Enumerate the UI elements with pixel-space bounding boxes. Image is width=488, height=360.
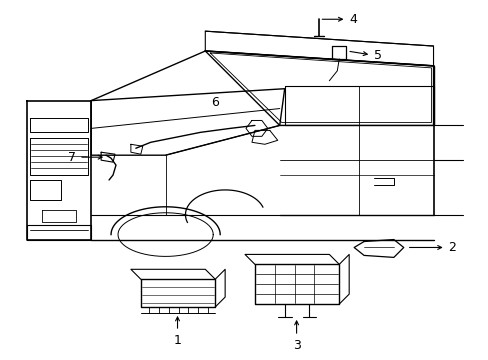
Text: 2: 2 xyxy=(408,241,455,254)
Text: 4: 4 xyxy=(322,13,356,26)
Text: 5: 5 xyxy=(349,49,381,63)
Text: 1: 1 xyxy=(173,317,181,347)
Text: 6: 6 xyxy=(211,95,219,109)
Text: 3: 3 xyxy=(292,321,300,352)
Text: 7: 7 xyxy=(68,151,102,164)
